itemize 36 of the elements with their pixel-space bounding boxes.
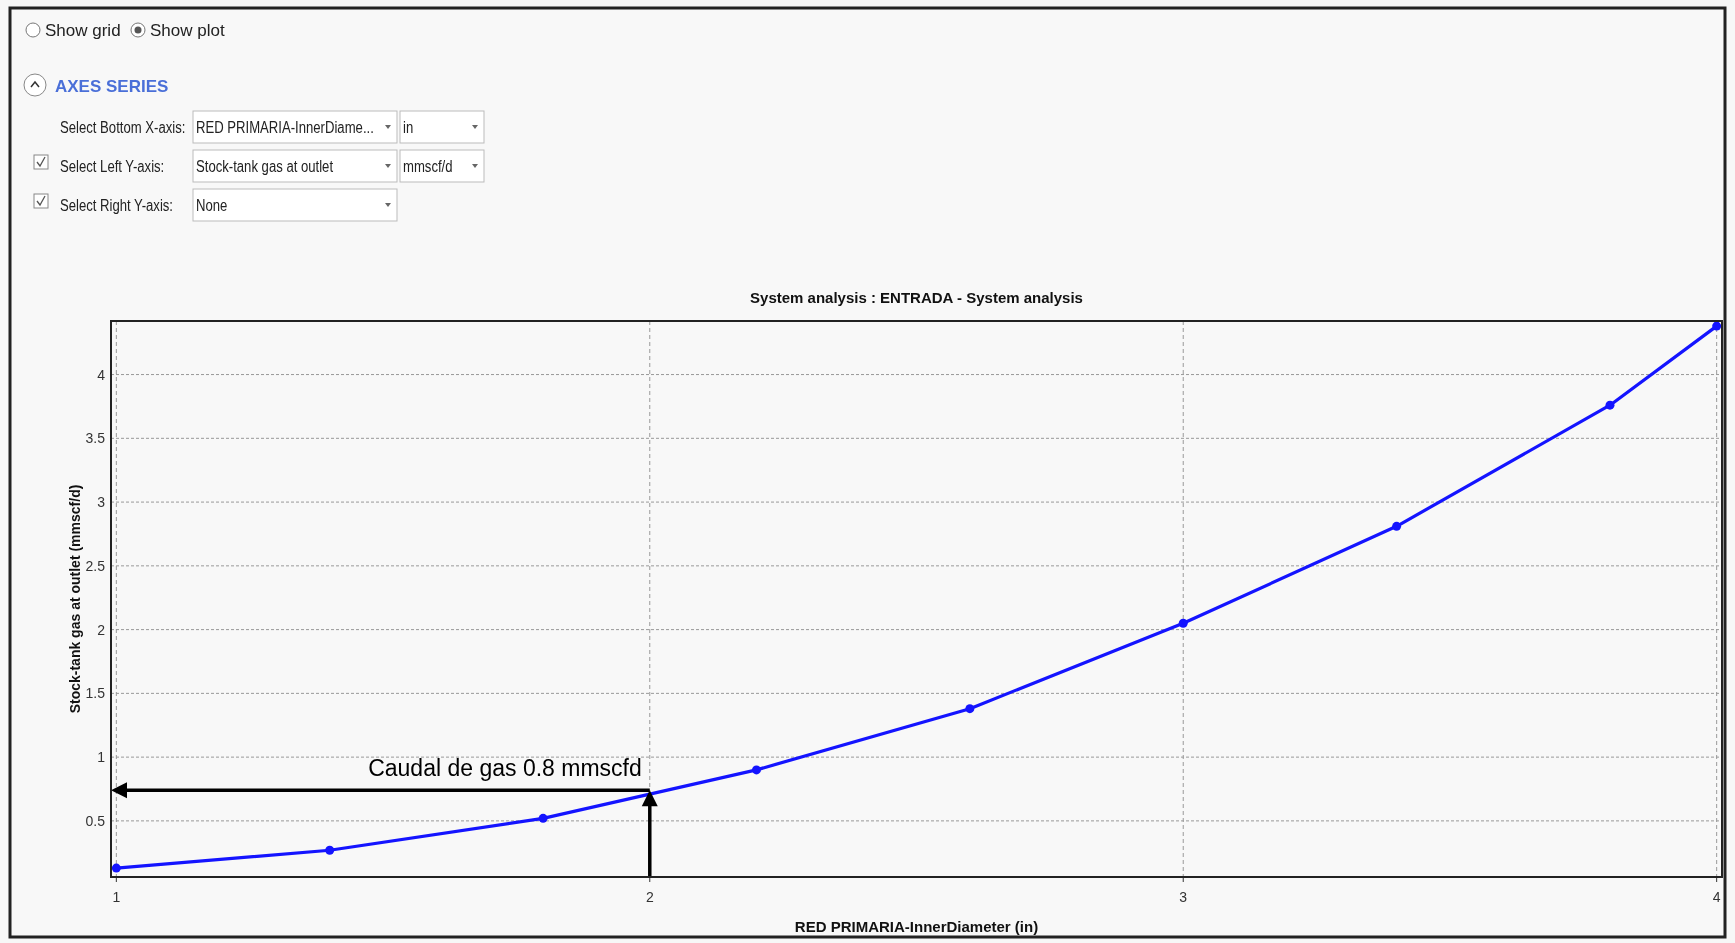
x-tick-label: 2 <box>645 889 654 905</box>
text: in <box>403 118 414 137</box>
point <box>111 863 121 873</box>
y-tick-label: 1.5 <box>85 685 106 702</box>
text: RED PRIMARIA-InnerDiame... <box>196 118 374 137</box>
y-tick-label: 1 <box>97 749 106 766</box>
y-tick-label: 0.5 <box>85 812 106 829</box>
y-tick-label: 2.5 <box>85 557 106 574</box>
text: Show plot <box>150 21 225 40</box>
point <box>325 845 335 855</box>
text: Select Left Y-axis: <box>60 157 165 176</box>
text: Show grid <box>45 21 121 40</box>
y-tick-label: 3.5 <box>85 430 106 447</box>
y-tick-label: 3 <box>97 494 106 511</box>
point <box>1712 321 1722 331</box>
chart-title: System analysis : ENTRADA - System analysis <box>750 289 1083 306</box>
point <box>1178 618 1188 628</box>
x-tick-label: 3 <box>1179 889 1188 905</box>
x-tick-label: 4 <box>1712 889 1721 905</box>
point <box>1392 521 1402 531</box>
y-axis-title: Stock-tank gas at outlet (mmscf/d) <box>67 484 83 714</box>
point <box>1605 400 1615 410</box>
point <box>538 813 548 823</box>
text: mmscf/d <box>403 157 453 176</box>
x-axis-title: RED PRIMARIA-InnerDiameter (in) <box>794 918 1039 935</box>
x-tick-label: 1 <box>112 889 121 905</box>
point <box>751 765 761 775</box>
y-tick-label: 2 <box>97 621 106 638</box>
text: AXES SERIES <box>55 77 169 96</box>
point <box>965 704 975 714</box>
text: Select Right Y-axis: <box>60 196 173 215</box>
annotation: Caudal de gas 0.8 mmscfd <box>368 755 642 782</box>
text: Stock-tank gas at outlet <box>196 157 334 176</box>
text: None <box>196 196 228 215</box>
text: Select Bottom X-axis: <box>60 118 186 137</box>
y-tick-label: 4 <box>97 366 106 383</box>
